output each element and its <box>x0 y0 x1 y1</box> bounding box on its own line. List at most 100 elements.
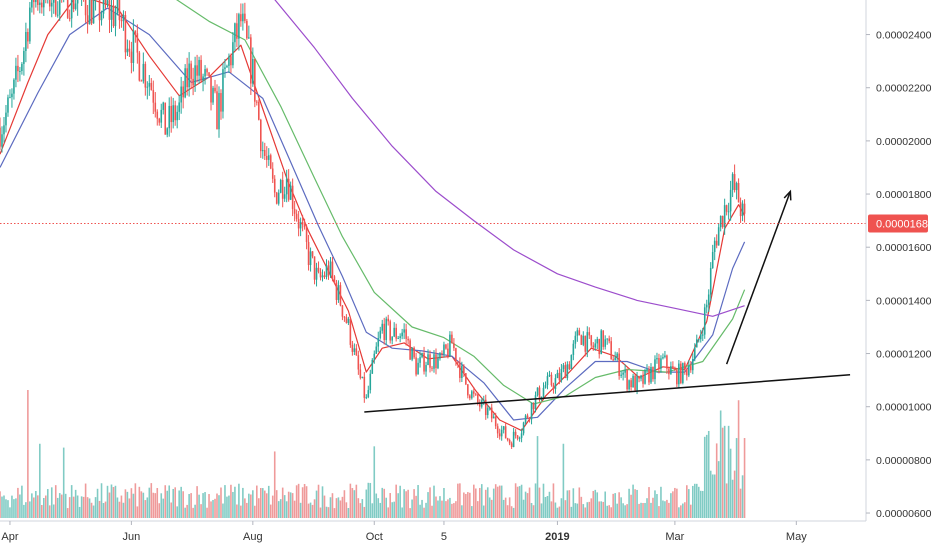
candle-body <box>68 17 71 19</box>
volume-bar <box>695 483 698 518</box>
candle-body <box>307 241 310 266</box>
candle-body <box>407 338 409 341</box>
candle-body <box>528 418 531 420</box>
candle-body <box>488 407 491 409</box>
volume-bar <box>381 487 384 518</box>
candle-body <box>457 361 459 363</box>
volume-bar <box>568 490 571 518</box>
candle-body <box>120 20 123 22</box>
volume-bar <box>210 501 212 518</box>
volume-bar <box>164 485 167 518</box>
candle-body <box>178 102 180 112</box>
volume-bar <box>11 495 13 518</box>
candles <box>0 0 746 449</box>
volume-bar <box>516 486 519 518</box>
candle-body <box>731 174 734 190</box>
volume-bar <box>494 484 497 518</box>
ma-line <box>0 7 746 421</box>
candle-body <box>132 30 135 63</box>
candle-body <box>260 119 262 152</box>
volume-bar <box>349 483 352 518</box>
time-tick-label: Aug <box>243 531 263 543</box>
candle-body <box>236 23 238 39</box>
volume-bar <box>576 503 579 518</box>
volume-bar <box>540 503 543 518</box>
volume-bar <box>39 443 41 518</box>
volume-bar <box>644 502 646 518</box>
candle-body <box>263 150 266 156</box>
volume-bar <box>660 486 662 518</box>
candle-body <box>323 275 326 278</box>
candle-body <box>359 369 362 378</box>
volume-bar <box>697 486 700 518</box>
volume-bar <box>520 484 523 518</box>
volume-bar <box>325 506 328 518</box>
candle-body <box>465 373 467 385</box>
volume-bar <box>124 489 127 518</box>
volume-bar <box>152 492 155 518</box>
candle-body <box>214 87 216 92</box>
candle-body <box>347 318 350 323</box>
volume-bar <box>741 475 744 518</box>
volume-bar <box>202 493 204 518</box>
volume-bar <box>435 496 437 518</box>
volume-bar <box>279 499 282 518</box>
volume-bar <box>703 436 706 518</box>
candle-body <box>367 390 370 398</box>
candle-body <box>210 75 212 103</box>
volume-bar <box>365 489 368 518</box>
volume-bar <box>130 488 133 518</box>
volume-bar <box>598 501 601 518</box>
volume-bar <box>98 500 101 518</box>
candle-body <box>512 431 515 448</box>
candle-body <box>729 189 732 212</box>
candle-body <box>194 65 196 86</box>
candle-body <box>84 0 87 16</box>
candle-body <box>15 65 17 80</box>
volume-bar <box>510 506 513 518</box>
volume-bar <box>246 502 248 518</box>
volume-bar <box>371 503 374 518</box>
candle-body <box>496 426 499 434</box>
volume-bar <box>52 504 55 518</box>
volume-bar <box>473 484 475 518</box>
volume-bar <box>287 491 290 518</box>
candle-body <box>184 68 186 98</box>
volume-bar <box>612 493 614 518</box>
candle-body <box>293 208 296 214</box>
candle-body <box>152 89 155 103</box>
volume-bar <box>471 506 473 518</box>
candle-body <box>258 101 260 120</box>
candle-body <box>154 102 157 112</box>
volume-bar <box>562 443 565 518</box>
volume-bar <box>662 500 664 518</box>
candle-body <box>536 387 539 396</box>
candle-body <box>164 102 167 135</box>
candle-body <box>116 0 119 13</box>
candle-body <box>261 150 264 152</box>
candle-body <box>411 347 413 360</box>
candle-body <box>654 359 656 380</box>
volume-bar <box>423 507 425 518</box>
volume-bar <box>536 436 539 518</box>
volume-bar <box>664 501 666 518</box>
candle-body <box>277 192 280 204</box>
volume-bar <box>216 493 218 518</box>
volume-bar <box>289 492 292 518</box>
candle-body <box>476 394 479 403</box>
candle-body <box>168 105 171 129</box>
candle-body <box>592 345 595 348</box>
candle-body <box>556 372 559 379</box>
volume-bar <box>70 485 73 518</box>
volume-bar <box>15 498 17 518</box>
volume-bar <box>530 502 533 518</box>
candle-body <box>174 105 176 121</box>
candle-body <box>90 0 93 24</box>
candle-body <box>313 256 316 280</box>
volume-bar <box>337 497 340 518</box>
volume-bar <box>743 438 746 518</box>
volume-bar <box>303 483 306 518</box>
volume-bar <box>484 489 487 518</box>
candle-body <box>58 0 61 15</box>
volume-bar <box>96 488 99 518</box>
